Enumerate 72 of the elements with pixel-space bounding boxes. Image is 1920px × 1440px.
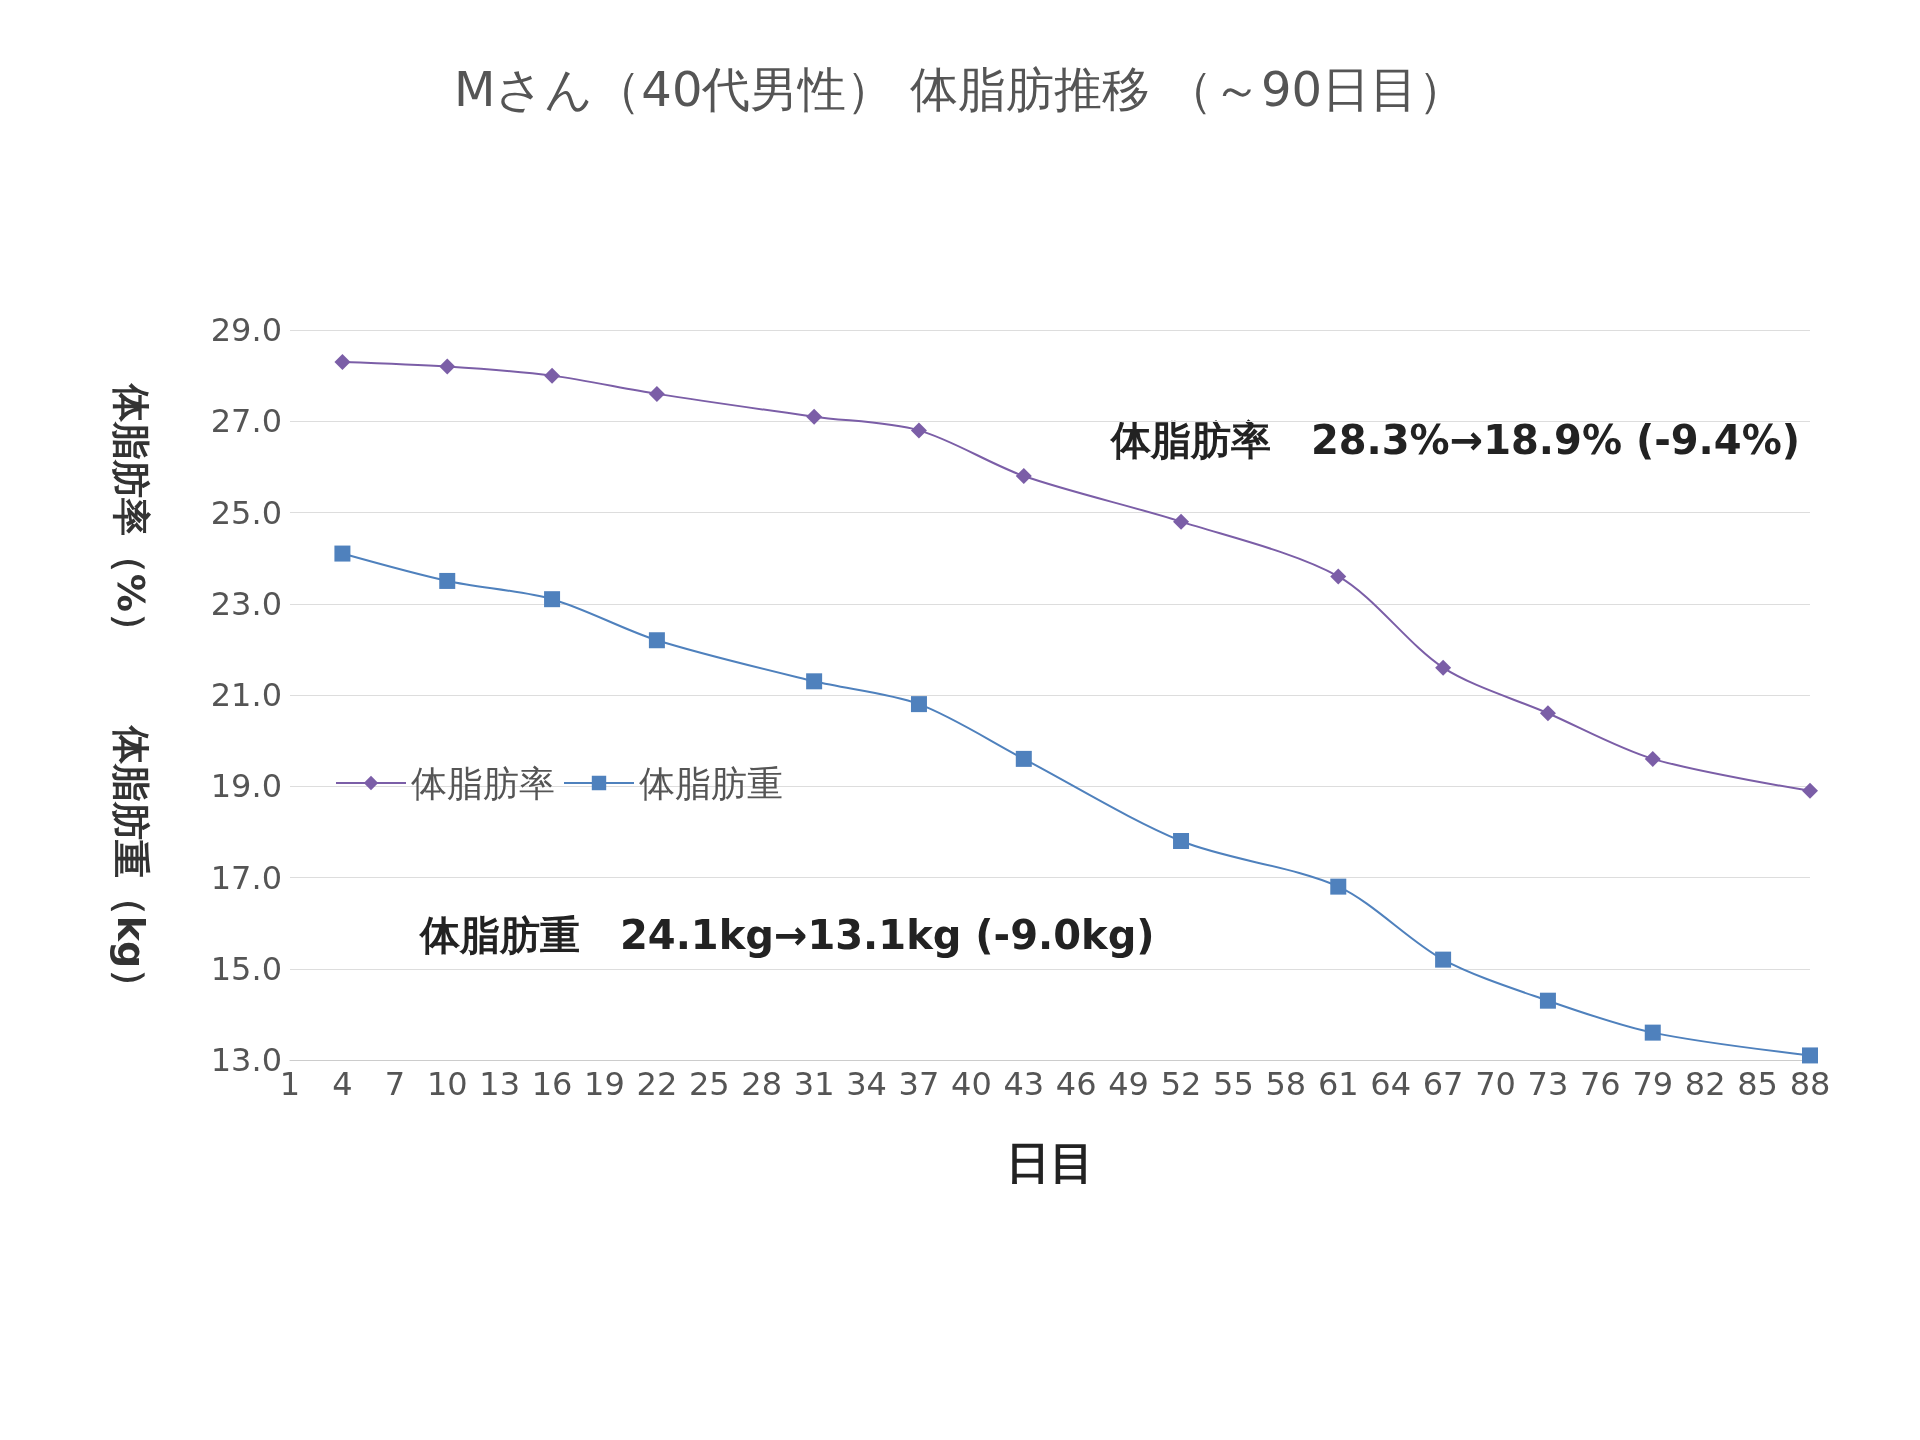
x-tick-label: 88: [1789, 1065, 1831, 1103]
x-tick-label: 13: [479, 1065, 521, 1103]
x-tick-label: 25: [688, 1065, 730, 1103]
x-tick-label: 22: [636, 1065, 678, 1103]
y-tick-label: 15.0: [210, 949, 282, 988]
point: [1435, 659, 1452, 676]
point: [648, 385, 665, 402]
x-tick-label: 55: [1213, 1065, 1254, 1103]
y-tick-label: 23.0: [210, 584, 282, 623]
x-tick-label: 37: [898, 1065, 940, 1103]
x-tick-label: 82: [1684, 1065, 1726, 1103]
x-tick-label: 73: [1527, 1065, 1569, 1103]
x-tick-label: 52: [1160, 1065, 1202, 1103]
point: [1330, 878, 1347, 895]
annotation: 体脂肪重 24.1kg→13.1kg (-9.0kg): [418, 912, 1155, 958]
y-tick-label: 25.0: [210, 493, 282, 532]
point: [806, 673, 823, 690]
x-tick-label: 19: [584, 1065, 625, 1103]
x-tick-label: 61: [1317, 1065, 1359, 1103]
x-tick-label: 67: [1422, 1065, 1464, 1103]
x-tick-label: 46: [1055, 1065, 1097, 1103]
x-tick-label: 31: [793, 1065, 835, 1103]
point: [334, 545, 351, 562]
point: [1173, 513, 1190, 530]
point: [1539, 705, 1556, 722]
x-tick-label: 28: [741, 1065, 783, 1103]
y-tick-label: 13.0: [210, 1041, 282, 1079]
point: [1644, 1024, 1661, 1041]
y-axis-title: 体脂肪率（%） 体脂肪重（kg）: [109, 381, 153, 1007]
x-tick-label: 34: [846, 1065, 887, 1103]
point: [1015, 750, 1032, 767]
point: [1644, 750, 1661, 767]
point: [334, 353, 351, 370]
point: [648, 632, 665, 649]
point: [544, 591, 561, 608]
point: [1173, 833, 1190, 849]
x-tick-label: 7: [384, 1065, 406, 1103]
x-tick-label: 16: [531, 1065, 573, 1103]
point: [439, 358, 456, 375]
chart-title: Mさん（40代男性） 体脂肪推移 （～90日目）: [453, 61, 1467, 117]
point: [1015, 468, 1032, 484]
point: [1435, 951, 1452, 968]
point: [1802, 1047, 1818, 1064]
y-tick-label: 21.0: [210, 676, 282, 714]
y-tick-label: 19.0: [210, 767, 282, 806]
x-tick-label: 76: [1579, 1065, 1621, 1103]
y-tick-label: 17.0: [210, 858, 282, 897]
x-tick-label: 64: [1370, 1065, 1412, 1103]
y-tick-label: 27.0: [210, 402, 282, 441]
x-tick-label: 49: [1108, 1065, 1149, 1103]
x-tick-label: 40: [951, 1065, 992, 1103]
legend-label: 体脂肪率: [411, 762, 555, 804]
legend-label: 体脂肪重: [639, 762, 783, 804]
point: [806, 408, 823, 425]
x-tick-label: 79: [1632, 1065, 1674, 1103]
point: [910, 696, 927, 713]
x-tick-label: 1: [279, 1065, 301, 1103]
point: [910, 422, 927, 439]
y-tick-label: 29.0: [210, 311, 282, 349]
point: [1802, 782, 1818, 799]
x-tick-label: 85: [1737, 1065, 1778, 1103]
x-tick-label: 4: [332, 1065, 353, 1103]
x-tick-label: 43: [1003, 1065, 1045, 1103]
x-axis-title: 日目: [1006, 1136, 1094, 1188]
point: [544, 367, 561, 384]
x-tick-label: 70: [1475, 1065, 1516, 1103]
point: [1330, 568, 1347, 585]
point: [439, 572, 456, 589]
x-tick-label: 58: [1265, 1065, 1307, 1103]
point: [1539, 992, 1556, 1009]
annotation: 体脂肪率 28.3%→18.9% (-9.4%): [1108, 417, 1801, 463]
x-tick-label: 10: [426, 1065, 468, 1103]
